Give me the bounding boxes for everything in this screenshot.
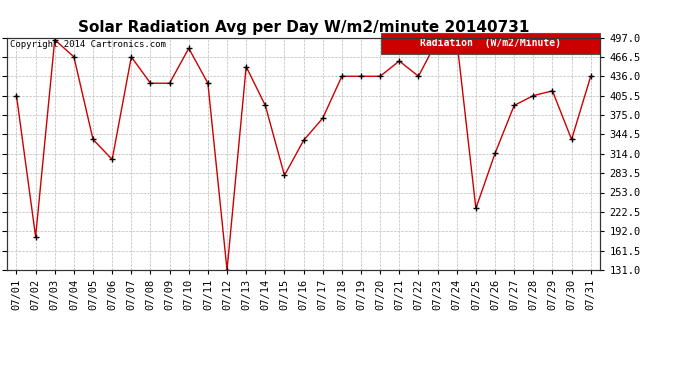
Title: Solar Radiation Avg per Day W/m2/minute 20140731: Solar Radiation Avg per Day W/m2/minute … (78, 20, 529, 35)
FancyBboxPatch shape (381, 33, 600, 54)
Text: Copyright 2014 Cartronics.com: Copyright 2014 Cartronics.com (10, 40, 166, 49)
Text: Radiation  (W/m2/Minute): Radiation (W/m2/Minute) (420, 38, 561, 48)
